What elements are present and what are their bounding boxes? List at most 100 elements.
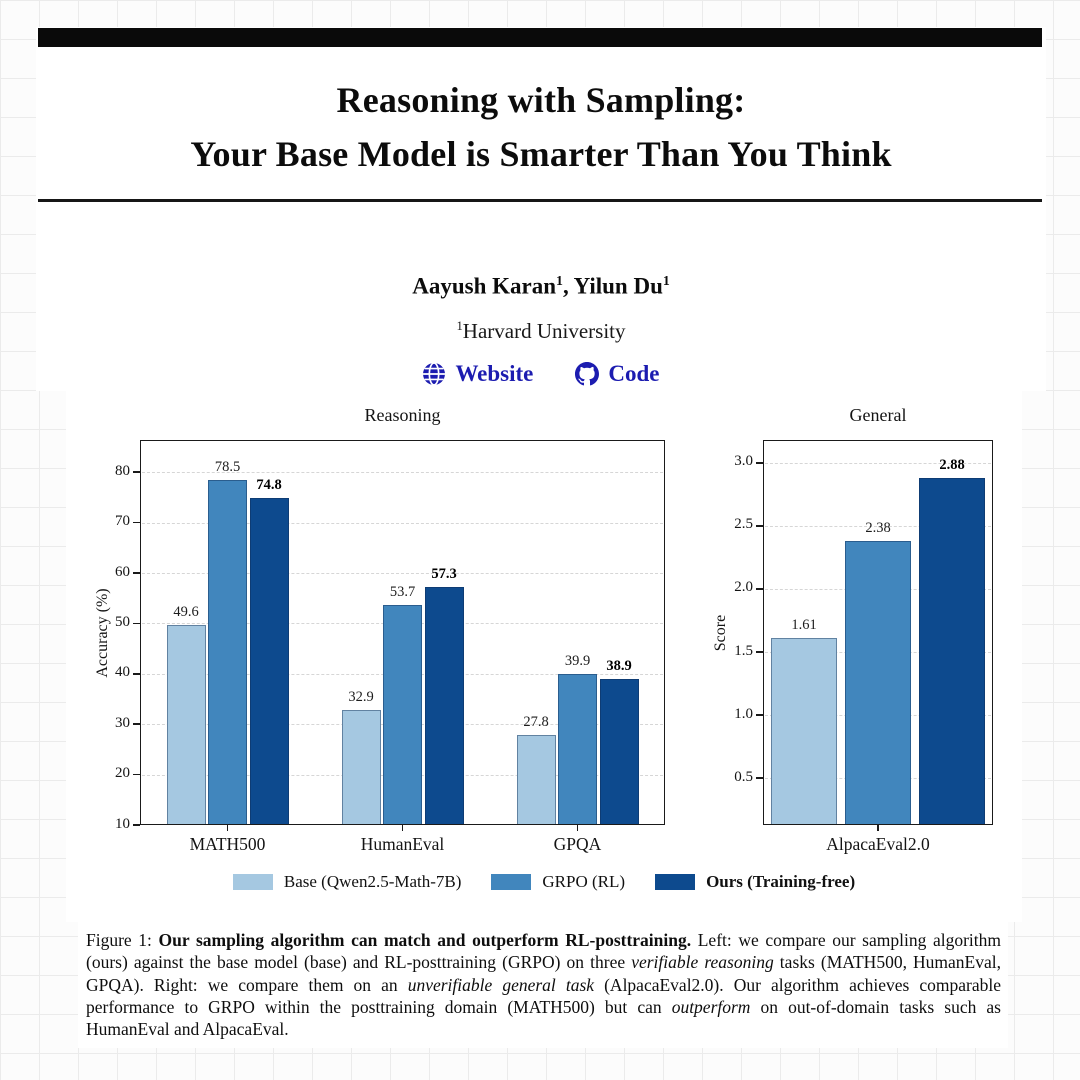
bar-ours-HumanEval <box>424 586 464 825</box>
chart-title-1: General <box>849 405 907 425</box>
bar-grpo-HumanEval <box>383 604 422 825</box>
y-tick-label: 60 <box>115 563 130 580</box>
legend-label: GRPO (RL) <box>542 872 626 891</box>
y-tick-mark <box>133 572 140 574</box>
y-tick-mark <box>133 824 140 826</box>
gridline <box>765 525 991 527</box>
caption-block: Figure 1: Our sampling algorithm can mat… <box>78 922 1008 1048</box>
affiliation-line: 1Harvard University <box>36 319 1046 344</box>
x-tick-mark <box>401 825 404 831</box>
caption-seg-4: on out-of-domain tasks such as HumanEval… <box>86 996 1001 1040</box>
x-tick-mark <box>877 825 879 831</box>
bar-value-label: 49.6 <box>173 604 199 621</box>
caption-italic-3: outperform <box>671 996 751 1017</box>
y-tick-mark <box>756 651 763 653</box>
website-link-label: Website <box>455 361 534 386</box>
page-title: Reasoning with Sampling: Your Base Model… <box>36 73 1046 181</box>
gridline <box>765 462 991 464</box>
bar-grpo-GPQA <box>558 674 597 825</box>
caption-italic-2: unverifiable general task <box>407 974 595 995</box>
authors-line: Aayush Karan1, Yilun Du1 <box>36 273 1046 300</box>
bar-value-label: 32.9 <box>348 688 374 705</box>
x-category-label: HumanEval <box>360 834 445 854</box>
author-1-affil-mark: 1 <box>556 273 563 288</box>
bar-value-label: 39.9 <box>564 653 591 670</box>
x-category-label: MATH500 <box>189 834 266 854</box>
legend-item: GRPO (RL) <box>491 872 625 892</box>
chart-frame-1 <box>763 440 993 825</box>
x-category-label: AlpacaEval2.0 <box>826 834 930 854</box>
y-tick-mark <box>756 461 763 464</box>
legend-label: Ours (Training-free) <box>706 872 856 891</box>
y-tick-mark <box>133 521 140 524</box>
bar-value-label: 53.7 <box>389 583 416 600</box>
y-tick-label: 10 <box>115 815 130 832</box>
website-link[interactable]: Website <box>422 361 533 387</box>
x-tick-mark <box>576 825 579 831</box>
y-tick-label: 70 <box>115 513 130 530</box>
caption-bold: Our sampling algorithm can match and out… <box>158 930 692 950</box>
legend-swatch <box>232 874 273 890</box>
y-tick-mark <box>133 622 140 625</box>
gridline <box>142 472 663 474</box>
y-tick-label: 1.5 <box>734 642 753 659</box>
y-tick-mark <box>133 471 140 474</box>
bar-base-GPQA <box>516 735 556 825</box>
y-tick-mark <box>756 714 763 716</box>
bar-value-label: 74.8 <box>256 477 282 494</box>
code-link-label: Code <box>608 361 660 386</box>
bar-ours-AlpacaEval2.0 <box>919 477 985 825</box>
caption-italic-1: verifiable reasoning <box>631 952 774 973</box>
x-category-label: GPQA <box>553 834 602 854</box>
bar-value-label: 2.38 <box>865 519 891 536</box>
bar-base-MATH500 <box>166 625 206 825</box>
y-tick-mark <box>133 773 140 776</box>
author-2-affil-mark: 1 <box>662 273 670 288</box>
y-tick-label: 20 <box>115 765 130 782</box>
y-tick-label: 40 <box>115 664 130 681</box>
y-tick-label: 30 <box>115 714 130 731</box>
gridline <box>142 522 663 524</box>
bar-value-label: 27.8 <box>523 714 549 731</box>
bar-base-HumanEval <box>341 709 381 825</box>
y-tick-mark <box>756 588 763 590</box>
bar-ours-MATH500 <box>249 498 289 825</box>
bar-grpo-AlpacaEval2.0 <box>845 540 911 825</box>
legend-item: Ours (Training-free) <box>655 872 855 892</box>
bar-value-label: 57.3 <box>431 565 457 582</box>
y-tick-label: 80 <box>115 462 130 479</box>
y-tick-mark <box>133 673 140 675</box>
code-link[interactable]: Code <box>575 361 660 387</box>
y-tick-label: 50 <box>115 613 130 630</box>
title-divider <box>38 199 1042 202</box>
top-rule-bar <box>38 28 1042 47</box>
paper-header-block: Reasoning with Sampling: Your Base Model… <box>36 27 1046 391</box>
caption-seg-3: (AlpacaEval2.0). Our algorithm achieves … <box>86 974 1002 1017</box>
figure-block: Reasoning Accuracy (%) 10 20 30 40 50 60 70 80 MAT… <box>66 391 1022 922</box>
chart-title-0: Reasoning <box>364 405 441 425</box>
legend-swatch <box>655 874 696 890</box>
figure-caption: Figure 1: Our sampling algorithm can mat… <box>78 922 1008 1040</box>
caption-prefix: Figure 1: <box>86 930 159 950</box>
bar-value-label: 78.5 <box>214 458 241 475</box>
y-tick-mark <box>133 723 140 725</box>
links-row: Website Code <box>36 361 1046 387</box>
gridline <box>142 573 663 575</box>
chart-legend: Base (Qwen2.5-Math-7B) GRPO (RL) Ours (Tra… <box>66 872 1022 892</box>
caption-seg-1: Left: we compare our sampling algorithm … <box>86 930 1001 973</box>
bar-value-label: 38.9 <box>606 658 632 675</box>
y-tick-label: 2.5 <box>734 516 753 533</box>
bar-grpo-MATH500 <box>208 479 247 825</box>
x-tick-mark <box>226 825 229 831</box>
affiliation-mark: 1 <box>456 319 463 333</box>
bar-ours-GPQA <box>599 679 639 825</box>
author-2: , Yilun Du <box>562 273 663 299</box>
bar-value-label: 2.88 <box>939 456 965 473</box>
github-icon <box>575 362 600 386</box>
affiliation-name: Harvard University <box>462 319 626 343</box>
globe-icon <box>422 362 446 386</box>
y-tick-label: 0.5 <box>734 768 753 785</box>
title-line-2: Your Base Model is Smarter Than You Thin… <box>190 134 892 174</box>
bar-value-label: 1.61 <box>791 617 817 634</box>
